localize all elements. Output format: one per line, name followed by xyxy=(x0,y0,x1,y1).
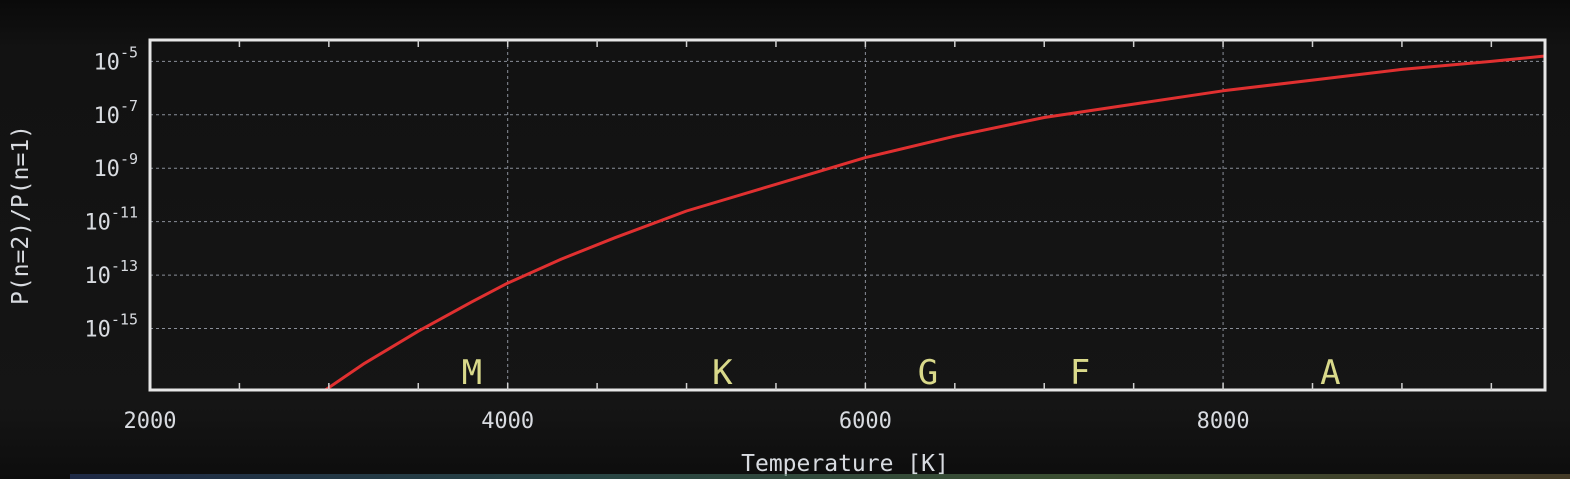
spectral-class-G: G xyxy=(918,353,938,393)
x-tick-labels: 2000 4000 6000 8000 xyxy=(124,409,1250,434)
spectral-class-M: M xyxy=(462,353,482,393)
plot-border xyxy=(150,40,1545,390)
grid xyxy=(150,40,1545,390)
screen-edge-strip xyxy=(70,474,1570,479)
y-axis-title: P(n=2)/P(n=1) xyxy=(8,125,34,305)
y-tick-label: 10-11 xyxy=(84,204,138,236)
y-tick-label: 10-13 xyxy=(84,257,138,289)
y-tick-label: 10-7 xyxy=(93,97,138,129)
series-layer xyxy=(325,56,1545,390)
series-line-0 xyxy=(325,56,1545,390)
x-tick-label: 8000 xyxy=(1197,409,1250,434)
spectral-class-K: K xyxy=(712,353,733,393)
spectral-class-A: A xyxy=(1320,353,1340,393)
x-tick-label: 4000 xyxy=(481,409,534,434)
y-tick-label: 10-5 xyxy=(93,43,138,75)
plot-frame xyxy=(150,40,1545,390)
x-tick-label: 6000 xyxy=(839,409,892,434)
spectral-class-F: F xyxy=(1070,353,1090,393)
x-tick-label: 2000 xyxy=(124,409,177,434)
y-tick-label: 10-15 xyxy=(84,311,138,343)
y-tick-labels: 10-5 10-7 10-9 10-11 10-13 10-15 xyxy=(84,43,138,342)
y-tick-label: 10-9 xyxy=(93,150,138,182)
